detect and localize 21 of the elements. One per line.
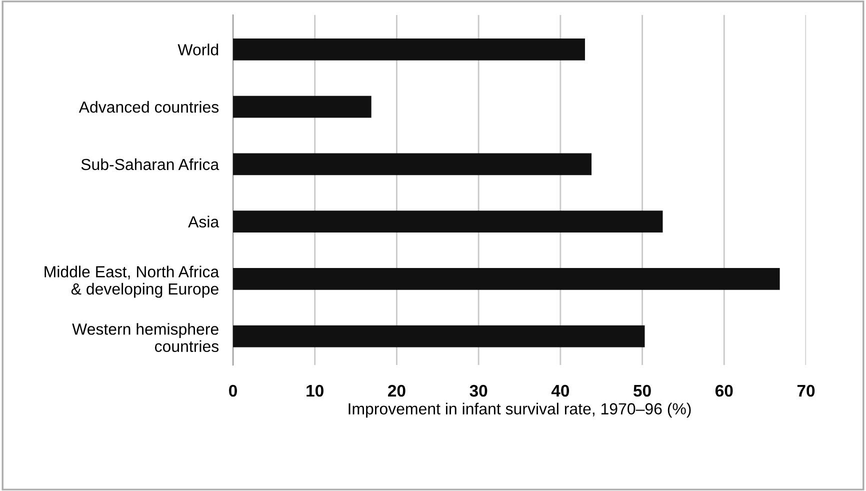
bar <box>233 210 663 232</box>
x-axis-title: Improvement in infant survival rate, 1970–96 (%) <box>348 402 691 418</box>
bar <box>233 38 585 60</box>
y-tick-label: Advanced countries <box>78 101 219 113</box>
x-tick-label: 40 <box>551 384 570 397</box>
y-tick-label: World <box>178 44 218 56</box>
bar <box>233 96 372 118</box>
x-tick-label: 0 <box>229 384 237 397</box>
x-tick-label: 70 <box>797 384 815 397</box>
y-tick-label: Sub-Saharan Africa <box>81 158 220 170</box>
x-tick-label: 10 <box>306 384 324 397</box>
bar <box>233 268 780 290</box>
x-tick-label: 30 <box>470 384 488 397</box>
x-tick-label: 50 <box>634 384 651 397</box>
x-tick-label: 60 <box>715 384 733 397</box>
y-tick-label: Asia <box>188 216 220 228</box>
y-tick-label: Middle East, North Africa & developing Europe <box>44 266 220 298</box>
bar <box>233 153 592 176</box>
x-tick-label: 20 <box>388 384 406 397</box>
bar <box>233 325 645 348</box>
y-tick-label: Western hemisphere countries <box>72 323 219 352</box>
